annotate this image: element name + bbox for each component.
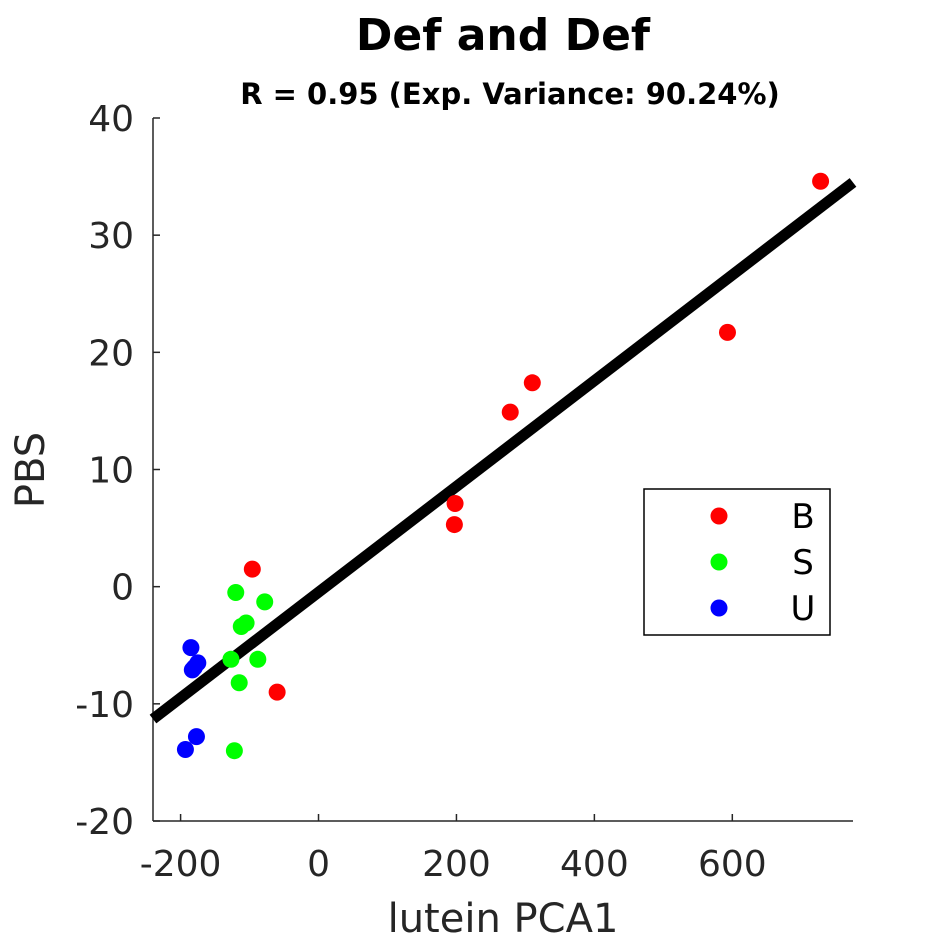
data-point-s	[256, 593, 274, 611]
data-point-u	[182, 639, 200, 657]
data-point-u	[176, 741, 194, 759]
x-tick-label: 0	[307, 844, 330, 885]
y-ticks: -20 -10 0 10 20 30 40	[75, 99, 160, 843]
axes: -200 0 200 400 600 -20 -10 0 10 20 30 40	[75, 99, 853, 885]
data-point-s	[232, 618, 250, 636]
legend-label-s: S	[792, 543, 814, 583]
data-point-b	[268, 683, 286, 701]
data-point-b	[445, 516, 463, 534]
x-tick-label: -200	[140, 844, 222, 885]
y-tick-label: 20	[88, 333, 134, 374]
legend-label-b: B	[791, 497, 814, 537]
legend-marker-s	[710, 553, 728, 571]
data-point-s	[222, 650, 240, 668]
legend-label-u: U	[791, 589, 816, 629]
legend-marker-b	[710, 507, 728, 525]
data-point-b	[812, 172, 830, 190]
x-axis-label: lutein PCA1	[388, 896, 619, 942]
y-tick-label: -10	[75, 685, 134, 726]
data-points	[176, 172, 830, 760]
y-tick-label: 0	[111, 568, 134, 609]
y-tick-label: 40	[88, 99, 134, 140]
data-point-b	[523, 374, 541, 392]
data-point-b	[446, 494, 464, 512]
data-point-b	[501, 403, 519, 421]
data-point-u	[183, 661, 201, 679]
x-tick-label: 200	[422, 844, 491, 885]
chart-title: Def and Def	[356, 10, 651, 61]
data-point-s	[249, 650, 267, 668]
legend: BSU	[643, 488, 831, 636]
legend-marker-u	[710, 599, 728, 617]
data-point-s	[225, 742, 243, 760]
chart-subtitle: R = 0.95 (Exp. Variance: 90.24%)	[240, 77, 780, 111]
data-point-s	[227, 584, 245, 602]
data-point-b	[243, 560, 261, 578]
x-tick-label: 600	[698, 844, 767, 885]
data-point-b	[718, 323, 736, 341]
y-axis-label: PBS	[8, 432, 54, 508]
y-tick-label: -20	[75, 802, 134, 843]
data-point-u	[187, 728, 205, 746]
x-ticks: -200 0 200 400 600	[140, 814, 767, 885]
legend-box	[643, 488, 831, 636]
regression-line	[149, 178, 857, 724]
legend-items: BSU	[710, 497, 816, 629]
data-point-s	[230, 674, 248, 692]
y-tick-label: 10	[88, 451, 134, 492]
x-tick-label: 400	[560, 844, 629, 885]
y-tick-label: 30	[88, 216, 134, 257]
